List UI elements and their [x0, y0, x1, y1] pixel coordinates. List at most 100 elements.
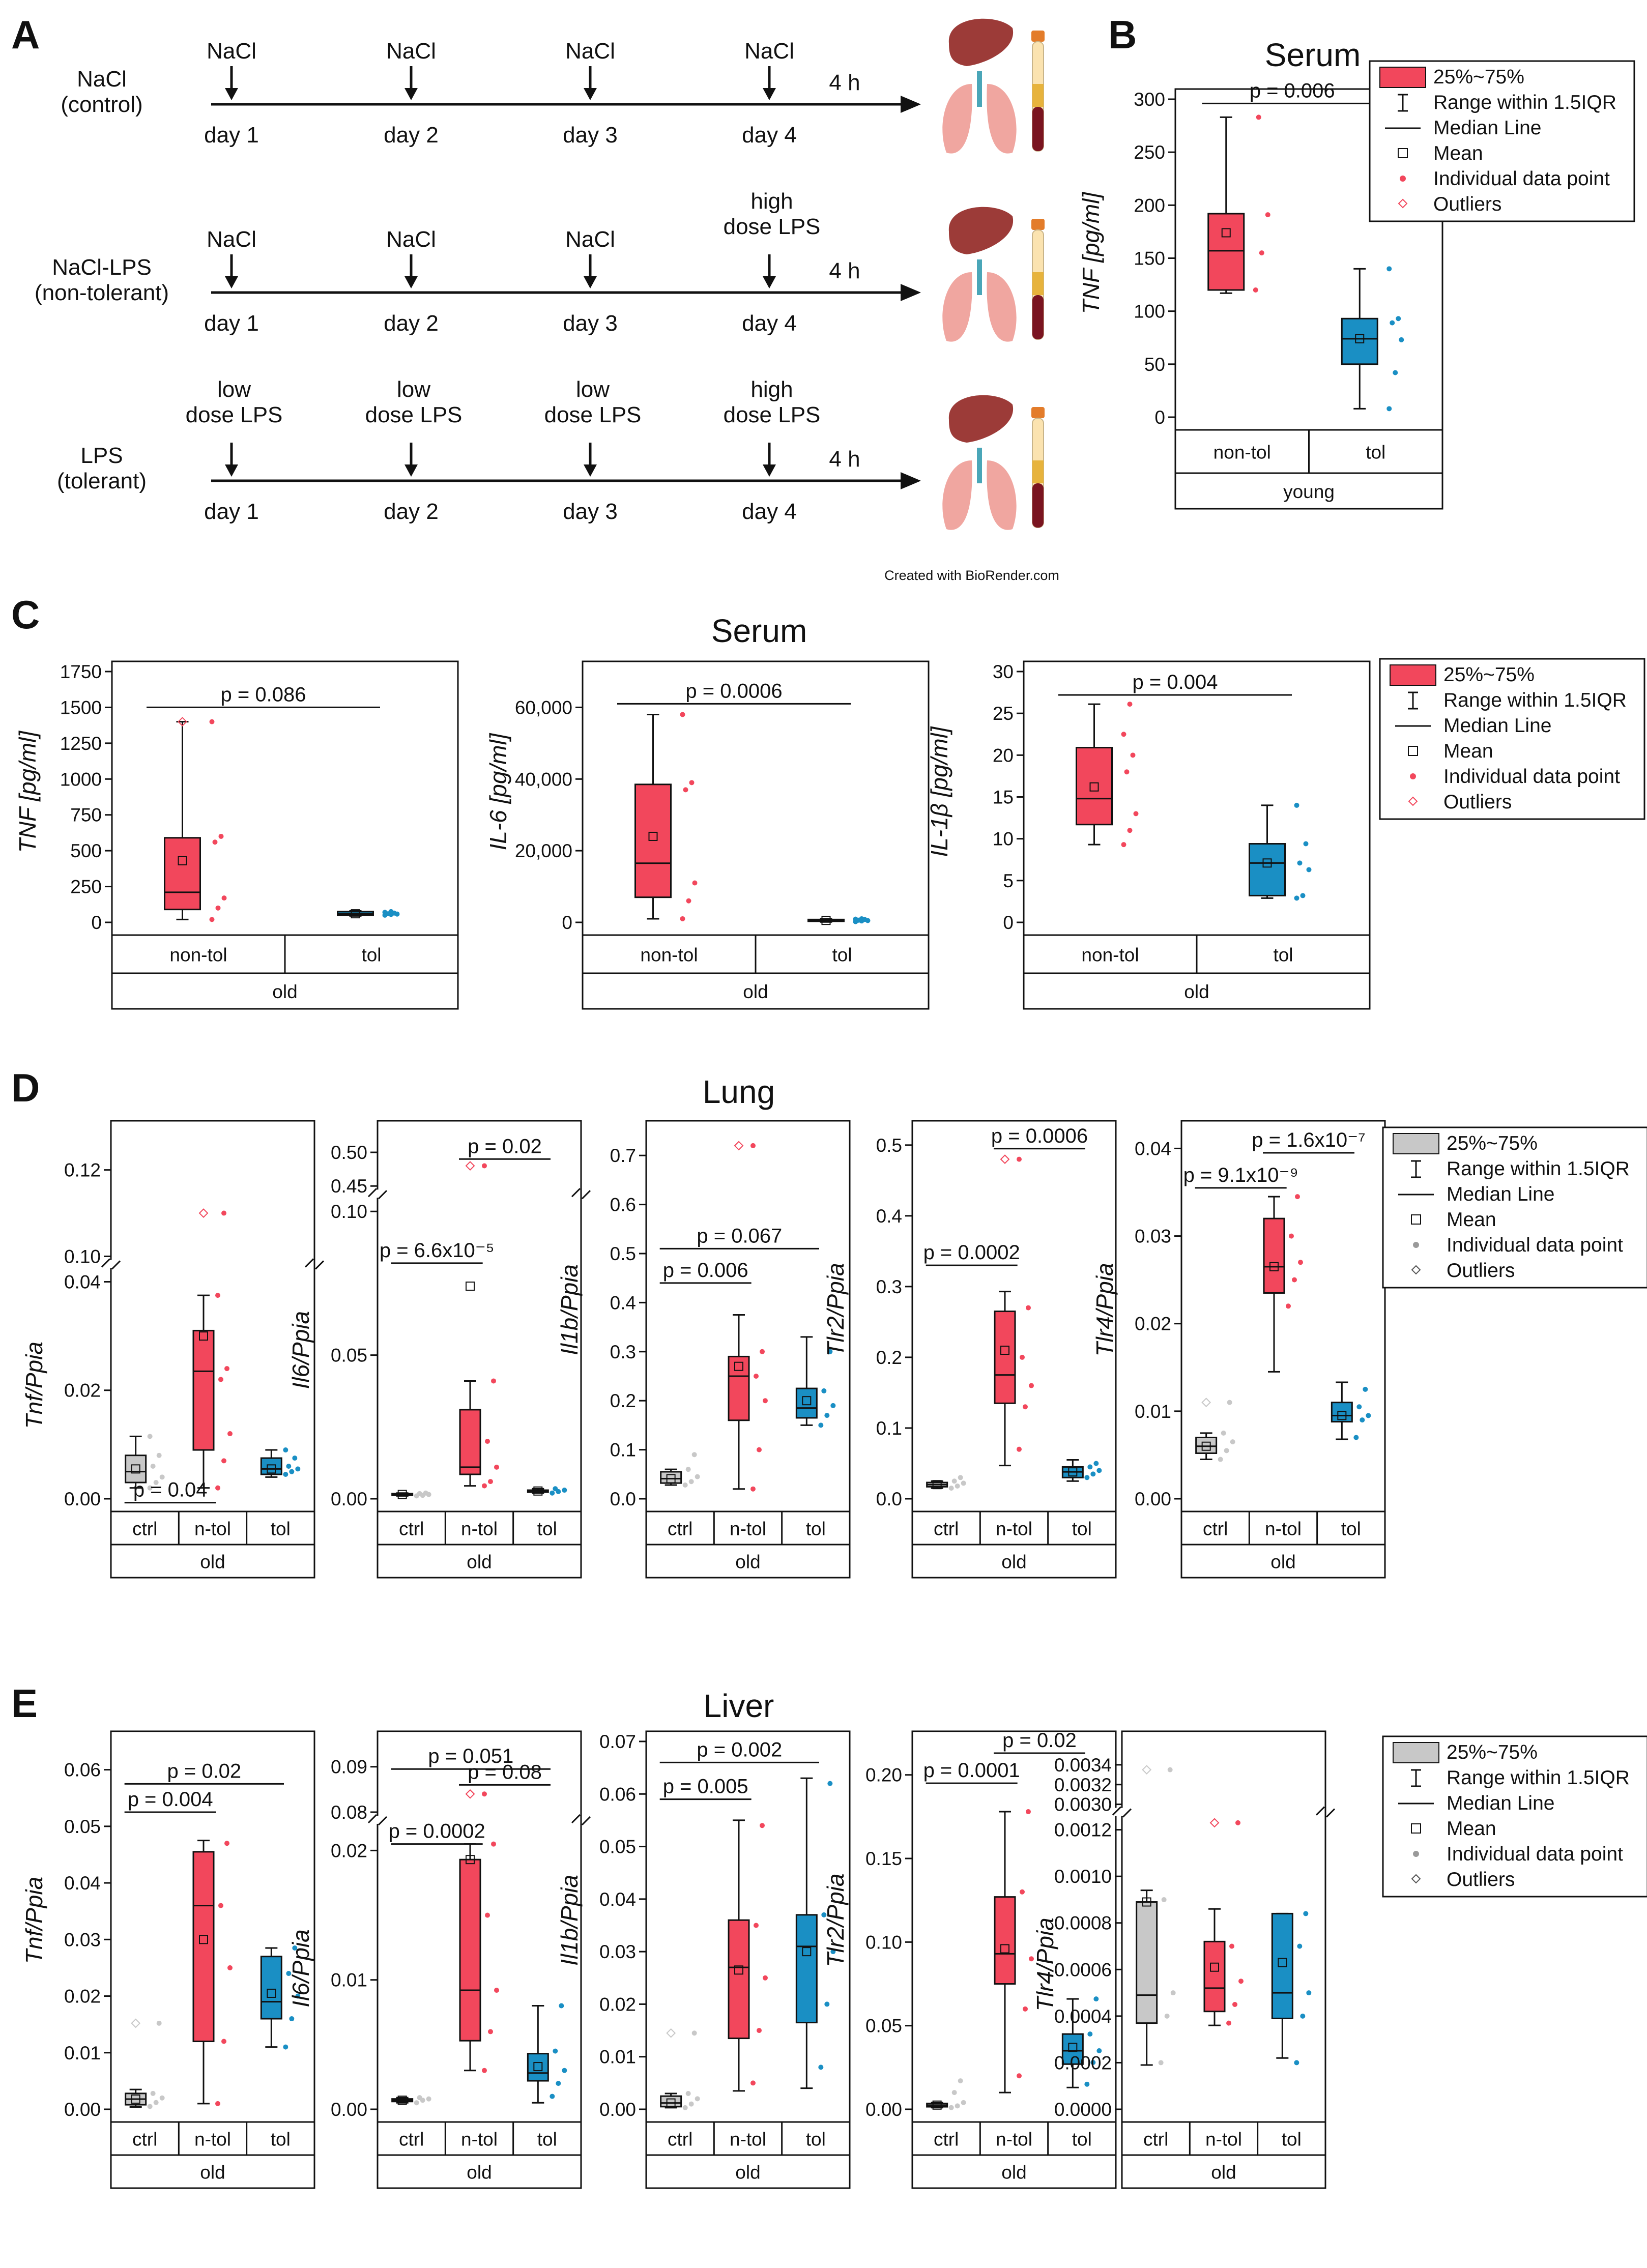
data-point: [218, 833, 224, 839]
data-point: [853, 916, 858, 922]
mean-marker: [1355, 334, 1365, 343]
legend-swatch-iqr: [1393, 1133, 1439, 1154]
mean-marker: [932, 1480, 942, 1490]
y-tick-label: 0.05: [865, 2016, 902, 2037]
y-tick-label: 0.1: [610, 1440, 636, 1461]
y-tick-label: 150: [1134, 248, 1165, 269]
box-tol: [1331, 1381, 1371, 1440]
box-n-tol: [728, 1141, 768, 1492]
dose-label: NaCl: [386, 39, 436, 64]
y-tick-label: 0: [91, 912, 102, 933]
data-point: [559, 2003, 564, 2009]
axis-break-mark: [367, 1188, 388, 1200]
plasma-icon: [1032, 272, 1044, 295]
tube-cap-icon: [1031, 219, 1045, 230]
group-label: old: [200, 2162, 225, 2183]
data-point: [283, 1447, 288, 1453]
data-point: [763, 1398, 768, 1404]
y-tick-label: 0.01: [331, 1970, 367, 1991]
data-point: [686, 898, 691, 904]
group-label: old: [467, 1552, 492, 1573]
blood-cells-icon: [1032, 483, 1044, 528]
box-ctrl: [391, 1490, 431, 1499]
mean-marker: [1142, 1897, 1151, 1907]
data-point: [153, 2100, 159, 2105]
data-point: [1096, 2048, 1102, 2053]
data-point: [682, 2105, 688, 2110]
axis-break-mark: [571, 1188, 591, 1200]
y-axis-label: Tnf/Ppia: [21, 1877, 47, 1964]
y-tick-label: 0.00: [331, 1489, 367, 1509]
data-point: [830, 1949, 836, 1955]
pvalue-label: p = 0.0002: [923, 1241, 1020, 1264]
data-point: [1218, 1457, 1223, 1462]
legend-label: Range within 1.5IQR: [1447, 1767, 1630, 1789]
data-point: [1306, 1990, 1312, 1996]
dose-arrowhead: [763, 88, 776, 100]
mean-marker: [932, 2100, 942, 2110]
y-tick-label: 0.06: [599, 1784, 636, 1805]
outlier-marker: [1201, 1398, 1211, 1408]
data-point: [1259, 250, 1264, 256]
iqr-box: [994, 1896, 1016, 1985]
y-tick-label: 0.10: [865, 1932, 902, 1953]
y-axis-label: Il1b/Ppia: [556, 1264, 583, 1355]
mean-marker: [199, 1331, 208, 1341]
data-point: [1026, 1305, 1031, 1311]
y-tick-label: 0.04: [64, 1271, 101, 1292]
data-point: [1029, 1383, 1034, 1388]
category-label: non-tol: [640, 945, 698, 966]
mean-marker: [1221, 228, 1231, 238]
outlier-marker: [1209, 1818, 1220, 1828]
data-point: [689, 780, 695, 786]
dose-label: NaCl: [565, 227, 615, 252]
data-point: [760, 1823, 765, 1828]
outlier-marker: [734, 1141, 744, 1151]
data-point: [227, 1431, 233, 1437]
mean-marker: [802, 1947, 812, 1957]
data-point: [695, 1474, 700, 1479]
pvalue-label: p = 0.086: [221, 683, 306, 706]
title-c-serum: Serum: [711, 613, 807, 649]
y-tick-label: 0.0: [610, 1489, 636, 1509]
data-point: [1265, 212, 1270, 218]
mean-marker: [1068, 2043, 1078, 2052]
data-point: [948, 1486, 954, 1491]
legend-2: 25%~75% Range within 1.5IQR Median Line Mea…: [1379, 658, 1645, 820]
legend-label: Individual data point: [1443, 766, 1620, 788]
y-tick-label: 0.02: [599, 1994, 636, 2015]
y-tick-label: 0.10: [331, 1201, 367, 1222]
group-label: old: [467, 2162, 492, 2183]
outlier-marker: [131, 2018, 141, 2028]
y-tick-label: 0.6: [610, 1195, 636, 1215]
day-label: day 2: [384, 311, 439, 336]
y-tick-label: 0.01: [1135, 1401, 1171, 1422]
plot-frame: [110, 1120, 315, 1579]
timeline-arrowhead: [901, 96, 921, 113]
title-d-lung: Lung: [703, 1073, 775, 1110]
data-point: [818, 2065, 824, 2070]
data-point: [757, 2028, 762, 2033]
data-point: [750, 2080, 756, 2086]
plot-frame: [911, 1730, 1117, 2189]
mean-marker: [1210, 1962, 1219, 1972]
data-point: [1300, 2013, 1306, 2019]
day-label: day 1: [204, 311, 259, 336]
data-point: [827, 1349, 833, 1354]
data-point: [215, 1485, 220, 1491]
data-point: [754, 1923, 759, 1928]
y-tick-label: 0.02: [64, 1986, 101, 2007]
y-tick-label: 0.0002: [1054, 2052, 1112, 2073]
data-point: [150, 2090, 156, 2096]
dose-arrowhead: [763, 276, 776, 288]
axis-break-mark: [571, 1814, 591, 1826]
y-tick-label: 10: [993, 829, 1014, 850]
legend-swatch-mean: [1411, 1214, 1421, 1225]
data-point: [482, 2068, 487, 2073]
dose-label: NaCl: [207, 39, 256, 64]
outlier-marker: [178, 717, 187, 727]
panel-label-e: E: [11, 1681, 38, 1726]
iqr-box: [1203, 1940, 1226, 2013]
data-point: [1029, 1956, 1034, 1962]
legend-label: Median Line: [1447, 1183, 1554, 1205]
